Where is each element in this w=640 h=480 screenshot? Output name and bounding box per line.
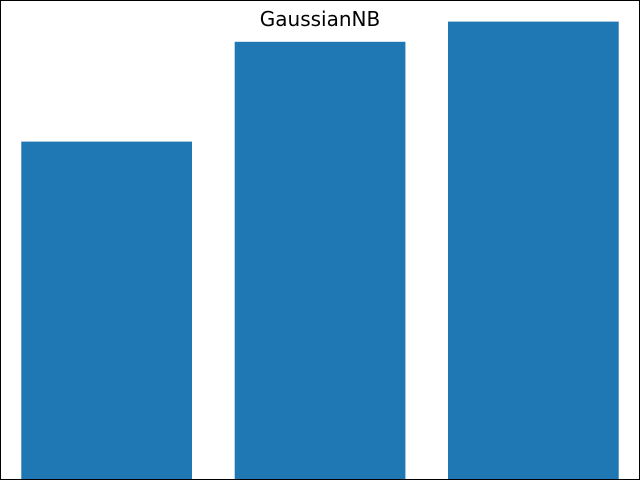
bars-group — [21, 21, 619, 480]
bar-2 — [234, 41, 406, 480]
bar-3 — [448, 21, 619, 480]
bar-1 — [21, 141, 192, 480]
chart-title: GaussianNB — [260, 7, 380, 31]
